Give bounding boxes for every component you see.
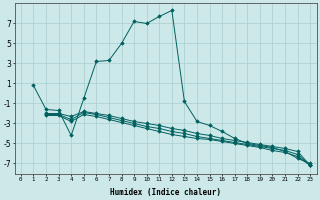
X-axis label: Humidex (Indice chaleur): Humidex (Indice chaleur) — [110, 188, 221, 197]
